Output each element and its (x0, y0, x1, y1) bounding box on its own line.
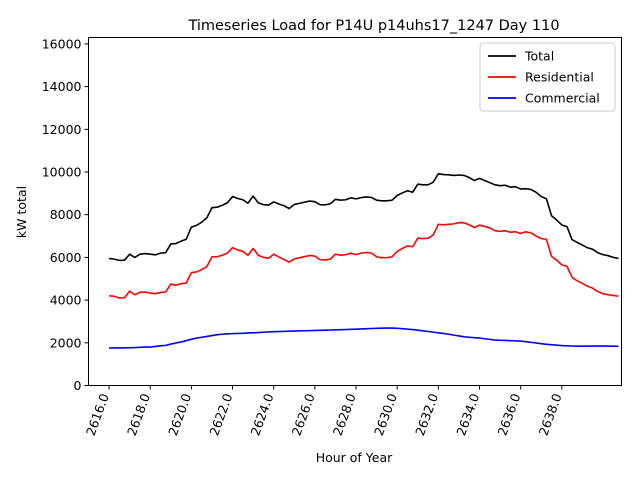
y-tick-label: 6000 (50, 250, 82, 265)
legend-label-commercial: Commercial (525, 91, 600, 106)
x-tick-label: 2616.0 (83, 391, 112, 437)
y-tick-label: 10000 (42, 165, 82, 180)
x-tick-label: 2618.0 (124, 391, 153, 437)
series-line-total (108, 172, 619, 262)
y-axis-label: kW total (14, 186, 29, 238)
x-tick-label: 2622.0 (206, 391, 235, 437)
y-axis-ticks: 0 2000 4000 6000 8000 10000 12000 14000 16000 (42, 36, 89, 393)
legend-label-total: Total (524, 49, 554, 64)
x-tick-label: 2638.0 (536, 391, 565, 437)
x-tick-label: 2624.0 (247, 391, 276, 437)
y-tick-label: 12000 (42, 122, 82, 137)
series-line-commercial (109, 327, 619, 349)
y-tick-label: 2000 (50, 335, 82, 350)
y-tick-label: 0 (74, 378, 82, 393)
chart-title: Timeseries Load for P14U p14uhs17_1247 D… (187, 18, 559, 34)
y-tick-label: 8000 (50, 207, 82, 222)
x-tick-label: 2630.0 (371, 391, 400, 437)
x-tick-label: 2620.0 (165, 391, 194, 437)
plot-frame (88, 37, 622, 386)
series-layer (108, 172, 619, 349)
x-tick-label: 2626.0 (289, 391, 318, 437)
x-axis-label: Hour of Year (316, 450, 393, 465)
x-tick-label: 2634.0 (453, 391, 482, 437)
series-line-residential (109, 221, 619, 299)
y-tick-label: 16000 (42, 36, 82, 51)
y-tick-label: 14000 (42, 79, 82, 94)
x-axis-ticks: 2616.0 2618.0 2620.0 2622.0 2624.0 2626.0 2628… (83, 385, 565, 438)
x-tick-label: 2636.0 (494, 391, 523, 437)
x-tick-label: 2628.0 (330, 391, 359, 437)
legend-box (479, 42, 616, 112)
x-tick-label: 2632.0 (412, 391, 441, 437)
legend-label-residential: Residential (525, 70, 594, 85)
legend: Total Residential Commercial (479, 42, 616, 112)
y-tick-label: 4000 (50, 293, 82, 308)
